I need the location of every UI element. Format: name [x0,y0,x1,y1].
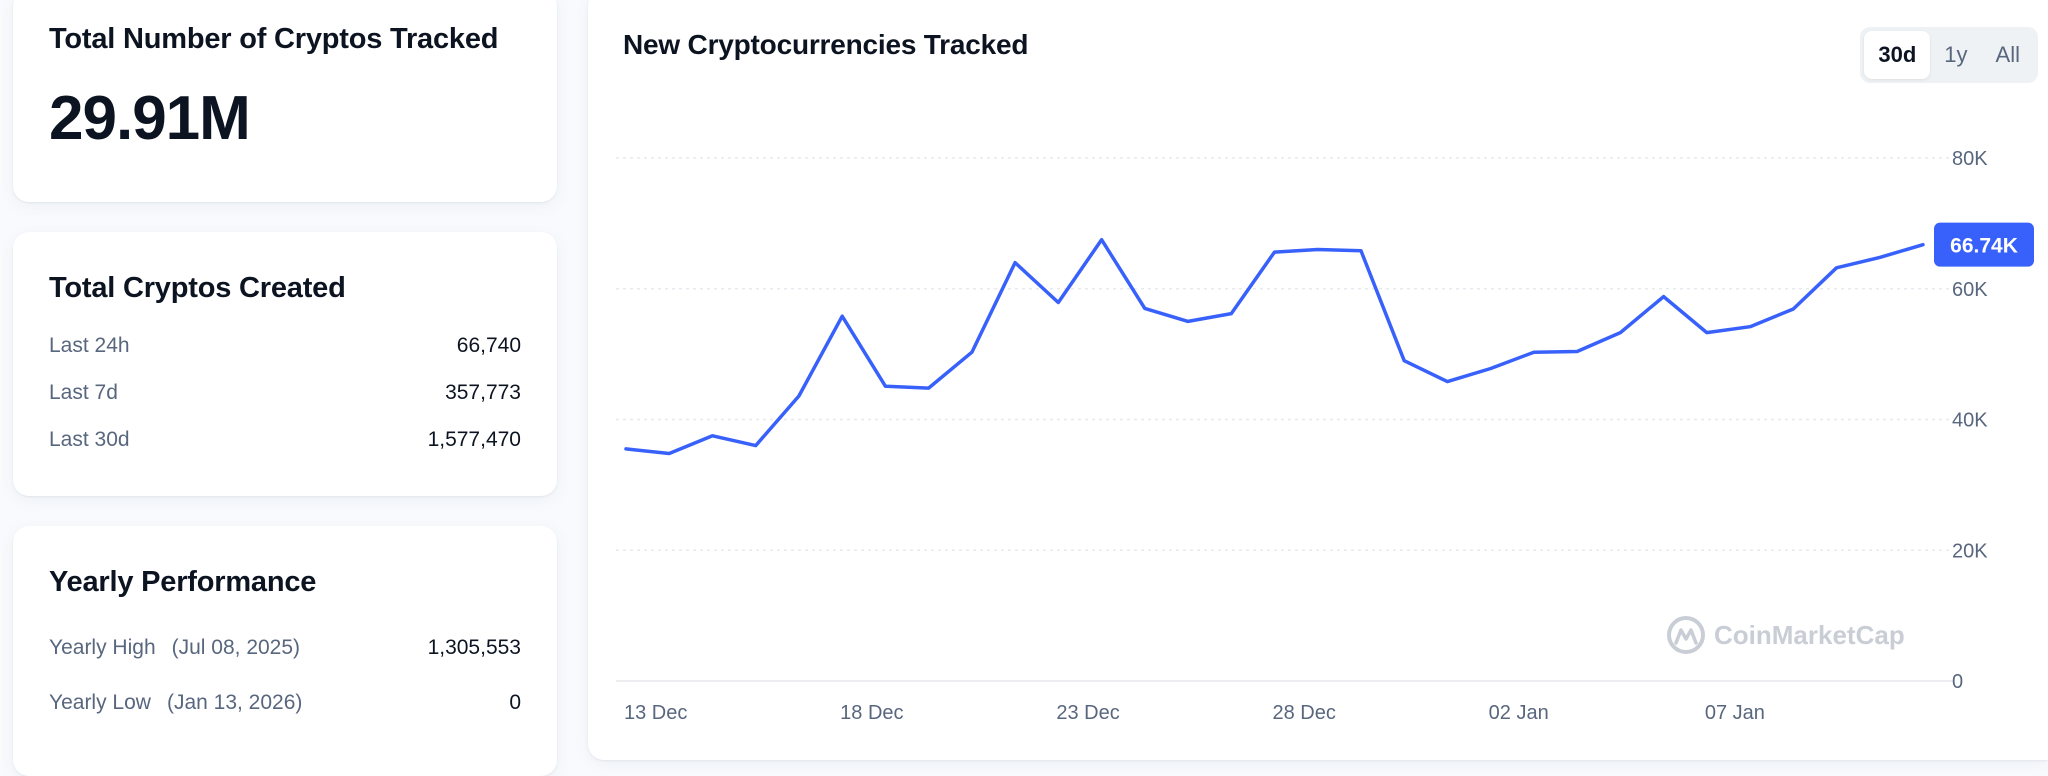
line-chart: 0 20K 40K 60K 80K 13 Dec 18 Dec 23 Dec 28 Dec 02… [616,148,2034,724]
y-axis-ticks: 0 20K 40K 60K 80K [1952,148,1988,693]
coinmarketcap-logo-mark [1674,628,1698,645]
x-tick-label: 18 Dec [840,702,903,724]
yearly-performance-card: Yearly Performance Yearly High (Jul 08, 2… [13,526,557,776]
stat-row-yearly-high: Yearly High (Jul 08, 2025) 1,305,553 [49,636,521,660]
stat-row-last-24h: Last 24h 66,740 [49,334,521,358]
yearly-low-value: 0 [509,691,521,714]
last-value-badge[interactable]: 66.74K [1934,222,2034,267]
x-tick-label: 28 Dec [1273,702,1336,724]
x-tick-label: 13 Dec [624,702,687,724]
chart-title: New Cryptocurrencies Tracked [623,29,1029,60]
stat-row-last-30d: Last 30d 1,577,470 [49,428,521,452]
y-tick-label: 60K [1952,279,1988,301]
stat-label: Yearly High (Jul 08, 2025) [49,636,300,660]
total-cryptos-title: Total Number of Cryptos Tracked [49,23,499,55]
watermark-text: CoinMarketCap [1714,620,1905,650]
y-tick-label: 80K [1952,148,1988,170]
yearly-low-date: (Jan 13, 2026) [166,691,303,714]
y-tick-label: 0 [1952,671,1963,693]
coinmarketcap-watermark: CoinMarketCap [1667,616,1905,654]
cryptos-created-title: Total Cryptos Created [49,272,346,304]
stat-value: 66,740 [456,334,521,357]
total-cryptos-value: 29.91M [49,84,251,153]
x-axis-ticks: 13 Dec 18 Dec 23 Dec 28 Dec 02 Jan 07 Jan [624,702,1765,724]
tab-all[interactable]: All [1995,42,2020,67]
stat-label: Last 7d [49,381,118,404]
x-tick-label: 23 Dec [1056,702,1119,724]
cryptos-created-card: Total Cryptos Created Last 24h 66,740 La… [13,232,557,496]
yearly-high-label: Yearly High [49,636,156,659]
x-tick-label: 07 Jan [1705,702,1765,724]
stat-label: Yearly Low (Jan 13, 2026) [49,691,302,715]
stat-value: 1,577,470 [427,428,521,451]
range-tabs: 30d 1y All [1860,27,2038,83]
tab-1y[interactable]: 1y [1944,42,1968,67]
last-value-badge-text: 66.74K [1950,235,2018,258]
stat-row-yearly-low: Yearly Low (Jan 13, 2026) 0 [49,691,521,715]
total-cryptos-card: Total Number of Cryptos Tracked 29.91M [13,0,557,202]
yearly-low-label: Yearly Low [49,691,151,714]
coinmarketcap-logo-icon [1667,616,1705,654]
stat-value: 357,773 [445,381,521,404]
stat-row-last-7d: Last 7d 357,773 [49,381,521,405]
y-tick-label: 20K [1952,540,1988,562]
grid-lines [616,157,1953,682]
chart-card: New Cryptocurrencies Tracked 30d 1y All … [588,0,2048,760]
tab-30d[interactable]: 30d [1864,31,1931,79]
yearly-high-date: (Jul 08, 2025) [171,636,301,659]
yearly-high-value: 1,305,553 [427,636,521,659]
stat-label: Last 24h [49,334,130,357]
y-tick-label: 40K [1952,410,1988,432]
x-tick-label: 02 Jan [1489,702,1549,724]
yearly-performance-title: Yearly Performance [49,566,317,598]
series-line [624,237,1925,456]
last-value-badge-bg [1934,222,2034,267]
stat-label: Last 30d [49,428,130,451]
